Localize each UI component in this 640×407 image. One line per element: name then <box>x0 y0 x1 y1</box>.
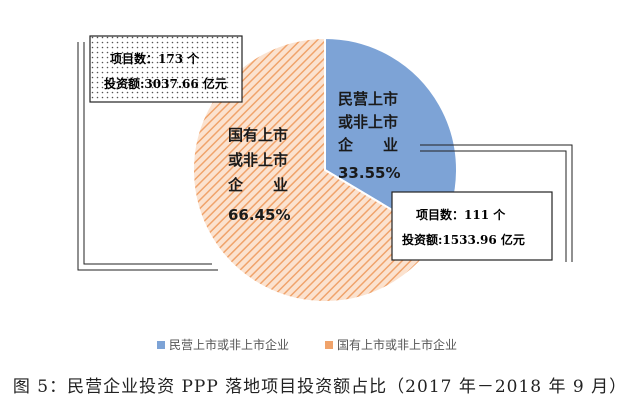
slice-label-private-line2: 或非上市 <box>338 113 398 131</box>
callout-private-leader <box>420 144 573 262</box>
slice-label-private-line1: 民营上市 <box>338 90 398 108</box>
callout-state-leader <box>77 42 218 271</box>
legend-swatch-state <box>325 341 333 349</box>
callout-private-box <box>391 191 553 261</box>
callout-state-line2: 投资额:3037.66 亿元 <box>104 76 227 91</box>
callout-state-leader-inner <box>83 42 212 265</box>
slice-label-private-line3: 企 业 <box>337 136 398 154</box>
slice-label-state-line3: 企 业 <box>227 176 288 194</box>
slice-label-state-line2: 或非上市 <box>228 151 288 169</box>
callout-state-line1: 项目数：173 个 <box>110 51 200 66</box>
slice-percent-private: 33.55% <box>338 164 400 182</box>
legend-label-state: 国有上市或非上市企业 <box>337 337 457 352</box>
callout-state-box <box>89 35 243 103</box>
pie-slice-state <box>192 36 440 303</box>
figure-caption: 图 5：民营企业投资 PPP 落地项目投资额占比（2017 年－2018 年 9… <box>12 377 628 397</box>
slice-percent-state: 66.45% <box>228 206 290 224</box>
callout-private-line1: 项目数：111 个 <box>416 207 506 222</box>
legend-swatch-private <box>157 341 165 349</box>
legend: 民营上市或非上市企业 国有上市或非上市企业 <box>157 337 457 352</box>
slice-label-state-line1: 国有上市 <box>228 126 288 144</box>
slice-label-private: 民营上市 或非上市 企 业 33.55% <box>337 90 400 182</box>
slice-label-state: 国有上市 或非上市 企 业 66.45% <box>227 126 290 224</box>
legend-label-private: 民营上市或非上市企业 <box>169 337 289 352</box>
callout-private-leader-inner <box>420 150 567 262</box>
callout-private-line2: 投资额:1533.96 亿元 <box>402 232 525 247</box>
callout-private: 项目数：111 个 投资额:1533.96 亿元 <box>391 144 573 262</box>
callout-state: 项目数：173 个 投资额:3037.66 亿元 <box>77 35 243 271</box>
